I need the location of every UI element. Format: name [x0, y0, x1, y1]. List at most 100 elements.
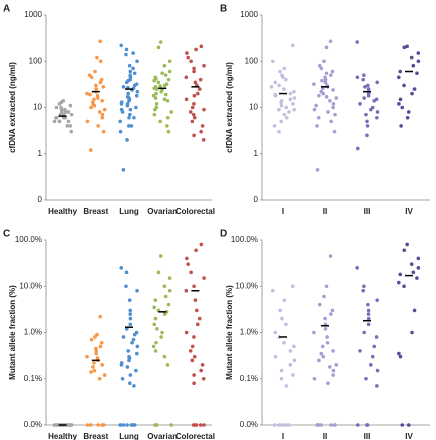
- data-point: [315, 423, 320, 427]
- data-point: [409, 55, 414, 60]
- y-axis-title: cfDNA extracted (ng/ml): [8, 62, 17, 153]
- x-tick-label: Healthy: [48, 207, 77, 216]
- data-point: [332, 423, 337, 427]
- data-point: [365, 124, 370, 128]
- data-point: [153, 96, 158, 100]
- data-point: [397, 75, 401, 80]
- data-point: [411, 270, 416, 275]
- data-point: [121, 423, 126, 427]
- data-point: [167, 276, 172, 280]
- data-point: [326, 381, 330, 386]
- data-point: [315, 124, 319, 128]
- data-point: [98, 39, 102, 44]
- data-point: [375, 368, 380, 373]
- data-point: [405, 115, 410, 120]
- data-point: [279, 376, 284, 381]
- y-axis-title: Mutant allele fraction (%): [8, 285, 17, 380]
- data-point: [199, 129, 203, 134]
- data-point: [366, 312, 371, 316]
- data-point: [288, 97, 293, 102]
- data-point: [158, 254, 163, 258]
- data-point: [202, 107, 206, 112]
- data-point: [269, 85, 274, 89]
- data-point: [375, 298, 379, 302]
- y-tick-label: 100: [29, 56, 43, 65]
- data-point: [126, 124, 131, 128]
- y-axis-title: Mutant allele fraction (%): [225, 285, 234, 380]
- data-point: [98, 314, 102, 319]
- data-point: [134, 368, 138, 373]
- data-point: [190, 344, 195, 349]
- data-point: [284, 322, 288, 327]
- data-point: [120, 376, 125, 381]
- y-tick-label: 10: [249, 103, 258, 112]
- data-point: [54, 105, 59, 110]
- data-point: [198, 77, 203, 82]
- data-point: [192, 373, 196, 377]
- data-point: [329, 119, 333, 124]
- data-point: [323, 77, 328, 82]
- data-point: [195, 322, 200, 327]
- data-point: [165, 124, 169, 128]
- data-point: [166, 77, 171, 82]
- data-point: [99, 340, 104, 345]
- data-point: [195, 308, 199, 313]
- x-tick-label: Lung: [119, 432, 139, 440]
- data-point: [85, 91, 89, 96]
- data-point: [366, 87, 371, 91]
- data-point: [153, 423, 157, 427]
- x-tick-label: IV: [405, 432, 413, 440]
- data-point: [163, 92, 168, 97]
- data-point: [325, 340, 330, 345]
- data-point: [372, 344, 377, 349]
- data-point: [156, 270, 161, 275]
- data-point: [321, 354, 326, 359]
- data-point: [154, 91, 158, 96]
- x-tick-label: III: [364, 432, 371, 440]
- data-point: [124, 270, 129, 275]
- data-point: [199, 44, 204, 49]
- data-point: [398, 69, 403, 74]
- data-point: [410, 91, 414, 96]
- data-point: [89, 105, 93, 110]
- data-point: [92, 361, 96, 365]
- data-point: [320, 344, 325, 349]
- data-point: [366, 93, 371, 98]
- data-point: [405, 242, 409, 247]
- data-point: [402, 248, 407, 253]
- data-point: [365, 133, 369, 138]
- data-point: [128, 308, 133, 313]
- data-point: [355, 146, 360, 151]
- data-point: [317, 63, 322, 68]
- data-point: [194, 47, 198, 52]
- data-point: [273, 80, 278, 85]
- data-point: [135, 288, 139, 293]
- data-point: [355, 266, 359, 270]
- data-point: [355, 40, 359, 44]
- data-point: [186, 262, 191, 266]
- data-point: [169, 423, 173, 427]
- data-point: [151, 344, 156, 349]
- data-point: [192, 102, 196, 106]
- data-point: [160, 71, 164, 76]
- data-point: [95, 55, 99, 60]
- data-point: [152, 112, 157, 117]
- data-point: [65, 423, 70, 427]
- x-tick-label: Colorectal: [176, 207, 215, 216]
- data-point: [184, 75, 189, 80]
- data-point: [277, 107, 281, 112]
- data-point: [312, 82, 316, 86]
- data-point: [184, 288, 189, 293]
- data-point: [162, 63, 167, 68]
- data-point: [319, 66, 324, 71]
- data-point: [184, 330, 189, 335]
- data-point: [288, 349, 293, 353]
- data-point: [118, 423, 123, 427]
- y-tick-label: 1: [254, 149, 259, 158]
- data-point: [366, 316, 371, 321]
- data-point: [416, 256, 421, 261]
- x-tick-label: Breast: [83, 207, 108, 216]
- data-point: [202, 423, 206, 427]
- data-point: [412, 308, 417, 313]
